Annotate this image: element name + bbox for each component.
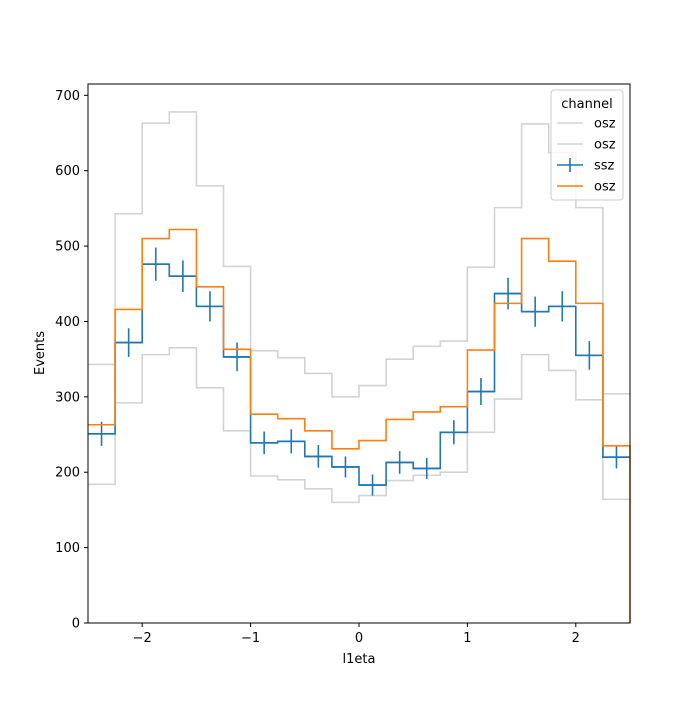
x-tick-label: −1 bbox=[241, 631, 260, 646]
series-3-osz bbox=[88, 228, 631, 623]
series-2-ssz bbox=[88, 247, 630, 496]
data-point bbox=[250, 431, 278, 455]
data-point bbox=[169, 260, 197, 293]
x-tick-label: 1 bbox=[463, 631, 471, 646]
x-axis-label: l1eta bbox=[343, 652, 376, 667]
y-tick-label: 300 bbox=[55, 390, 80, 405]
y-axis-ticks: 0 100 200 300 400 500 600 700 bbox=[55, 89, 88, 632]
data-point bbox=[548, 291, 576, 322]
y-tick-label: 100 bbox=[55, 541, 80, 556]
data-point bbox=[440, 420, 468, 445]
data-point bbox=[88, 421, 116, 446]
x-tick-label: 2 bbox=[572, 631, 580, 646]
legend-label: osz bbox=[594, 117, 616, 132]
data-point bbox=[575, 341, 603, 370]
y-tick-label: 0 bbox=[72, 617, 80, 632]
step-line bbox=[88, 347, 630, 504]
legend-frame bbox=[550, 89, 624, 201]
data-point bbox=[602, 445, 630, 469]
y-tick-label: 700 bbox=[55, 89, 80, 104]
x-tick-label: −2 bbox=[133, 631, 152, 646]
legend-entry: osz bbox=[557, 138, 616, 153]
y-tick-label: 500 bbox=[55, 240, 80, 255]
legend-entry: osz bbox=[557, 117, 616, 132]
legend: channel osz osz ssz osz bbox=[550, 89, 624, 201]
step-line bbox=[88, 228, 631, 623]
legend-entries: osz osz ssz osz bbox=[557, 117, 616, 195]
legend-label: osz bbox=[594, 138, 616, 153]
data-point bbox=[386, 451, 414, 474]
legend-label: osz bbox=[594, 180, 616, 195]
data-point bbox=[115, 328, 143, 357]
y-tick-label: 600 bbox=[55, 164, 80, 179]
data-point bbox=[467, 378, 495, 406]
legend-label: ssz bbox=[594, 159, 615, 174]
y-tick-label: 200 bbox=[55, 466, 80, 481]
data-point bbox=[142, 247, 170, 281]
plot-area bbox=[88, 111, 631, 623]
data-point bbox=[331, 456, 359, 478]
legend-entry: osz bbox=[557, 180, 616, 195]
legend-title: channel bbox=[561, 97, 612, 112]
data-point bbox=[413, 457, 441, 480]
y-tick-label: 400 bbox=[55, 315, 80, 330]
data-point bbox=[277, 429, 305, 454]
data-point bbox=[521, 296, 549, 327]
series-1-osz bbox=[88, 347, 630, 504]
data-point bbox=[223, 342, 251, 372]
x-axis-ticks: −2 −1 0 1 2 bbox=[133, 623, 580, 646]
data-point bbox=[196, 291, 224, 322]
data-point bbox=[359, 474, 387, 496]
data-point bbox=[304, 445, 332, 468]
step-line bbox=[88, 111, 630, 398]
series-0-osz bbox=[88, 111, 630, 398]
y-axis-label: Events bbox=[33, 331, 48, 375]
legend-entry: ssz bbox=[557, 158, 615, 174]
x-tick-label: 0 bbox=[355, 631, 363, 646]
